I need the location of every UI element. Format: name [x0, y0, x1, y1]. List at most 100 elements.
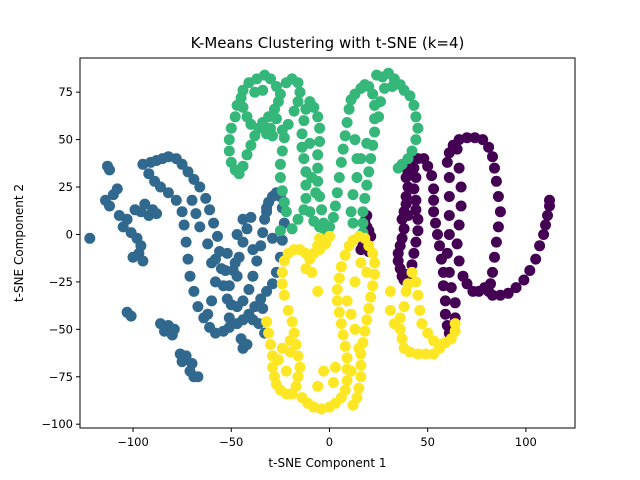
data-point [353, 342, 365, 354]
data-point [359, 325, 371, 337]
data-point [453, 162, 465, 174]
data-point [349, 323, 361, 335]
data-point [373, 111, 385, 123]
data-point [428, 183, 440, 195]
data-point [300, 179, 312, 191]
data-point [300, 192, 312, 204]
data-point [182, 166, 194, 178]
data-point [223, 134, 235, 146]
data-point [290, 380, 302, 392]
data-point [241, 339, 253, 350]
data-point [455, 200, 467, 212]
data-point [312, 380, 324, 392]
data-point [410, 172, 422, 183]
data-point [261, 206, 273, 218]
data-point [333, 306, 345, 318]
data-point [451, 143, 463, 155]
data-point [384, 285, 396, 297]
data-point [241, 223, 253, 235]
data-point [337, 329, 349, 341]
data-point [443, 229, 455, 240]
data-point [194, 221, 206, 233]
data-point [487, 289, 498, 301]
data-point [430, 217, 441, 229]
data-point [331, 284, 343, 295]
data-point [341, 117, 353, 128]
data-point [341, 375, 353, 387]
data-point [272, 354, 284, 366]
data-point [345, 206, 357, 218]
data-point [408, 162, 420, 174]
data-point [210, 253, 221, 265]
data-point [361, 137, 373, 149]
data-point [149, 175, 161, 187]
data-point [202, 308, 214, 320]
data-point [221, 247, 233, 259]
data-point [306, 172, 318, 183]
data-point [449, 325, 461, 337]
data-point [441, 247, 453, 259]
data-point [367, 247, 379, 259]
data-point [206, 295, 218, 307]
data-point [396, 333, 408, 345]
data-point [223, 280, 235, 292]
y-tick-label: −75 [49, 370, 73, 384]
data-point [208, 217, 220, 229]
data-point [318, 365, 330, 377]
data-point [237, 295, 249, 307]
data-point [402, 210, 414, 221]
data-point [410, 204, 422, 216]
data-point [534, 240, 546, 252]
y-tick-label: −50 [49, 322, 73, 336]
data-point [288, 105, 300, 117]
data-point [308, 101, 320, 113]
data-point [280, 365, 292, 377]
data-point [492, 191, 504, 202]
x-tick-label: −100 [117, 435, 149, 449]
cluster-1-points [84, 151, 290, 383]
data-point [143, 168, 155, 180]
data-point [278, 289, 290, 301]
data-point [237, 101, 249, 113]
data-point [453, 255, 465, 267]
data-point [314, 122, 326, 134]
data-point [237, 84, 249, 96]
x-tick-label: 0 [326, 435, 333, 449]
data-point [296, 128, 308, 140]
data-point [335, 318, 347, 330]
data-point [294, 86, 306, 98]
data-point [365, 153, 377, 165]
data-point [443, 191, 455, 202]
chart-title: K-Means Clustering with t-SNE (k=4) [191, 34, 465, 52]
x-tick-label: 50 [420, 435, 435, 449]
data-point [280, 206, 292, 218]
data-point [229, 257, 241, 269]
data-point [274, 158, 286, 170]
data-point [400, 198, 412, 210]
data-point [276, 185, 288, 197]
data-point [367, 280, 379, 292]
data-point [410, 134, 422, 146]
data-point [204, 321, 216, 333]
data-point [276, 266, 288, 278]
data-point [445, 282, 457, 294]
data-point [178, 219, 190, 231]
data-point [349, 134, 361, 146]
data-point [304, 206, 316, 218]
data-point [386, 81, 398, 92]
data-point [335, 261, 347, 273]
y-axis-label: t-SNE Component 2 [12, 184, 26, 302]
data-point [276, 145, 288, 157]
x-tick-label: −50 [219, 435, 243, 449]
data-point [294, 361, 306, 373]
y-tick-label: −100 [41, 417, 73, 431]
data-point [412, 213, 424, 225]
data-point [286, 223, 298, 235]
data-point [111, 183, 123, 195]
data-point [176, 206, 188, 218]
data-point [428, 206, 440, 218]
data-point [229, 111, 241, 123]
data-point [331, 187, 343, 199]
data-point [186, 194, 198, 206]
data-point [190, 208, 202, 220]
